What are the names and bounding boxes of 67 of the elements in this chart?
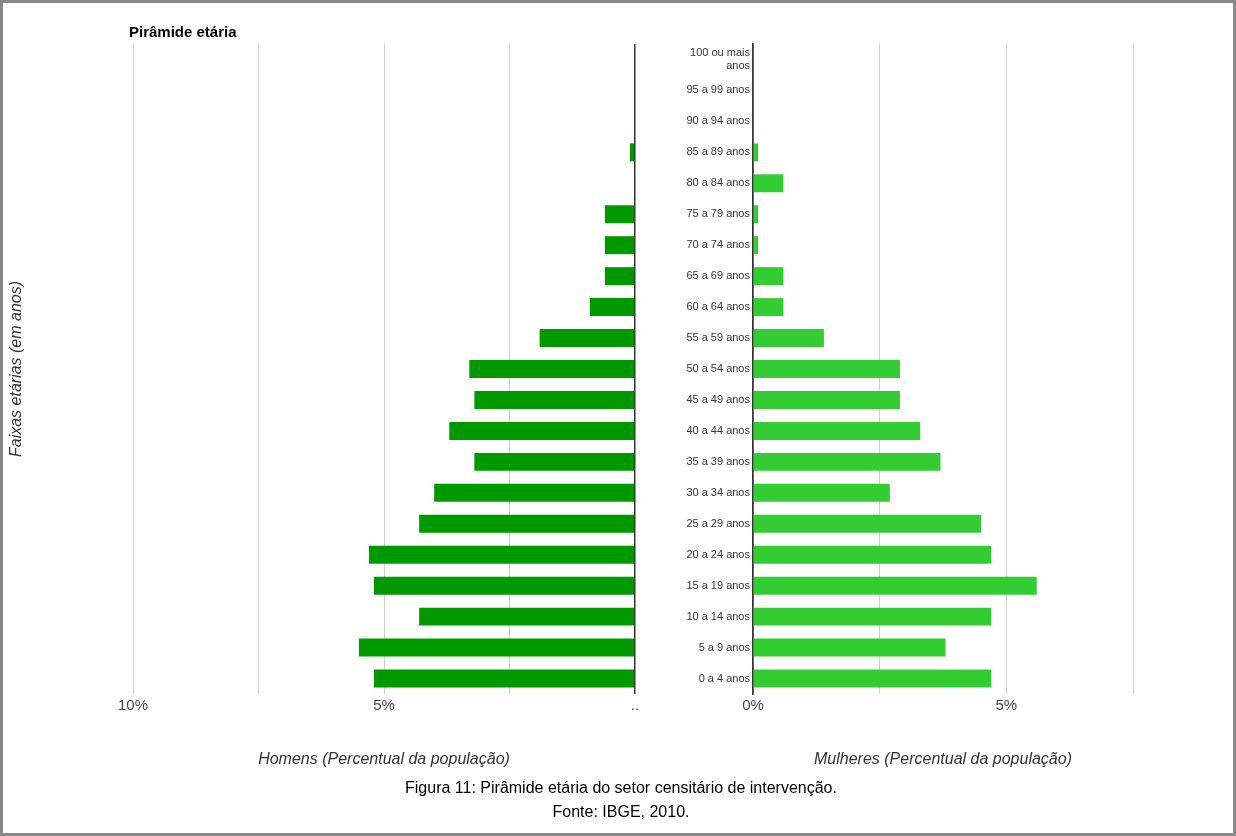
y-tick-label: 30 a 34 anos — [686, 485, 751, 498]
y-tick-label: 95 a 99 anos — [686, 83, 751, 96]
bar — [474, 390, 635, 409]
bar — [629, 143, 635, 162]
bar — [449, 421, 635, 440]
bar — [474, 452, 635, 471]
bar — [753, 452, 941, 471]
bar — [753, 576, 1037, 595]
bar — [753, 669, 992, 688]
y-tick-label: 10 a 14 anos — [686, 609, 751, 622]
bar — [539, 329, 635, 348]
bar — [434, 483, 635, 502]
chart-title: Pirâmide etária — [129, 23, 237, 40]
bar — [753, 545, 992, 564]
bar — [373, 576, 635, 595]
y-tick-label: 70 a 74 anos — [686, 238, 751, 251]
y-tick-label: 20 a 24 anos — [686, 547, 751, 560]
bar — [753, 638, 946, 657]
bar — [419, 607, 635, 626]
bar — [604, 205, 635, 224]
y-tick-label: 0 a 4 anos — [698, 671, 751, 684]
bar — [419, 514, 635, 533]
y-tick-label: 25 a 29 anos — [686, 516, 751, 529]
y-tick-label: 75 a 79 anos — [686, 207, 751, 220]
bar — [753, 390, 900, 409]
bar — [753, 607, 992, 626]
bar — [753, 143, 759, 162]
x-tick-label: 10% — [117, 696, 149, 714]
y-tick-label: 15 a 19 anos — [686, 578, 751, 591]
bar — [373, 669, 635, 688]
bar — [753, 298, 784, 317]
source-note: Fonte: IBGE, 2010. — [551, 802, 691, 822]
y-tick-label: 65 a 69 anos — [686, 269, 751, 282]
y-tick-label: 5 a 9 anos — [698, 640, 751, 653]
bar — [368, 545, 635, 564]
bar — [469, 360, 635, 378]
y-tick-label: 100 ou mais anos — [690, 45, 751, 72]
x-tick-label: 0% — [742, 696, 764, 714]
x-tick-label: .. — [630, 696, 640, 714]
y-tick-label: 55 a 59 anos — [686, 331, 751, 344]
y-tick-label: 35 a 39 anos — [686, 454, 751, 467]
bar — [753, 483, 890, 502]
bar — [753, 236, 759, 255]
bar — [358, 638, 635, 657]
y-tick-label: 40 a 44 anos — [686, 423, 751, 436]
bar — [604, 236, 635, 255]
y-tick-label: 45 a 49 anos — [686, 392, 751, 405]
x-axis-title: Homens (Percentual da população) — [258, 749, 510, 767]
y-tick-label: 85 a 89 anos — [686, 145, 751, 158]
x-tick-label: 5% — [373, 696, 395, 714]
bar — [753, 267, 784, 286]
y-tick-label: 90 a 94 anos — [686, 114, 751, 127]
y-tick-label: 80 a 84 anos — [686, 176, 751, 189]
x-tick-label: 5% — [995, 696, 1018, 714]
y-axis-title: Faixas etárias (em anos) — [7, 280, 25, 458]
bar — [589, 298, 635, 317]
x-axis-title: Mulheres (Percentual da população) — [814, 749, 1072, 767]
bar — [753, 421, 921, 440]
bar — [753, 205, 759, 224]
bar — [753, 514, 981, 533]
bar — [753, 329, 824, 348]
bar — [753, 360, 900, 378]
bar — [753, 174, 784, 193]
bar — [604, 267, 635, 286]
y-tick-label: 50 a 54 anos — [686, 362, 751, 375]
y-tick-label: 60 a 64 anos — [686, 300, 751, 313]
text: Figura 11: Pirâmide etária do setor censitário de intervenção. — [404, 778, 838, 798]
